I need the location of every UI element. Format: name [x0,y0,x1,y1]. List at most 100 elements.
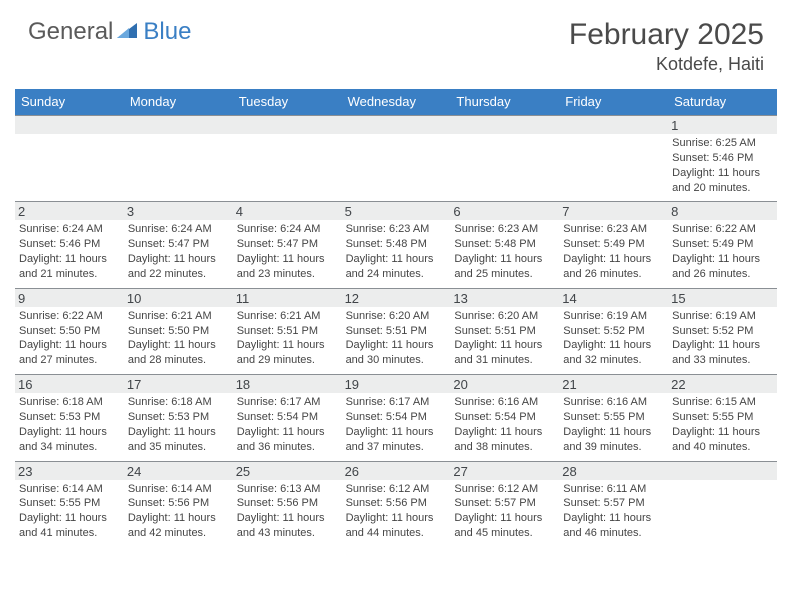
day-details: Sunrise: 6:17 AMSunset: 5:54 PMDaylight:… [237,395,338,454]
daylight-text: Daylight: 11 hours and 35 minutes. [128,425,227,455]
day-cell: 6Sunrise: 6:23 AMSunset: 5:48 PMDaylight… [450,201,559,287]
day-details: Sunrise: 6:23 AMSunset: 5:49 PMDaylight:… [563,222,664,281]
sunrise-text: Sunrise: 6:16 AM [563,395,662,410]
week-row: 2Sunrise: 6:24 AMSunset: 5:46 PMDaylight… [15,201,777,287]
sunset-text: Sunset: 5:57 PM [563,496,662,511]
sunrise-text: Sunrise: 6:17 AM [346,395,445,410]
day-details: Sunrise: 6:14 AMSunset: 5:55 PMDaylight:… [19,482,120,541]
daylight-text: Daylight: 11 hours and 39 minutes. [563,425,662,455]
day-number: 20 [450,374,559,393]
day-cell: 25Sunrise: 6:13 AMSunset: 5:56 PMDayligh… [233,461,342,547]
sunrise-text: Sunrise: 6:19 AM [563,309,662,324]
sunrise-text: Sunrise: 6:18 AM [128,395,227,410]
day-cell: 17Sunrise: 6:18 AMSunset: 5:53 PMDayligh… [124,374,233,460]
sunset-text: Sunset: 5:51 PM [237,324,336,339]
day-number [342,115,451,134]
week-row: 23Sunrise: 6:14 AMSunset: 5:55 PMDayligh… [15,461,777,547]
sunrise-text: Sunrise: 6:17 AM [237,395,336,410]
day-cell: 1 Sunrise: 6:25 AMSunset: 5:46 PMDaylight… [668,115,777,201]
day-number [124,115,233,134]
daylight-text: Daylight: 11 hours and 23 minutes. [237,252,336,282]
day-number: 24 [124,461,233,480]
daylight-text: Daylight: 11 hours and 30 minutes. [346,338,445,368]
weekday-header: Wednesday [342,89,451,115]
sunrise-text: Sunrise: 6:11 AM [563,482,662,497]
day-number: 14 [559,288,668,307]
sunset-text: Sunset: 5:54 PM [346,410,445,425]
sunset-text: Sunset: 5:54 PM [454,410,553,425]
daylight-text: Daylight: 11 hours and 37 minutes. [346,425,445,455]
sunset-text: Sunset: 5:52 PM [672,324,771,339]
day-details: Sunrise: 6:23 AMSunset: 5:48 PMDaylight:… [454,222,555,281]
day-number: 4 [233,201,342,220]
week-row: 9Sunrise: 6:22 AMSunset: 5:50 PMDaylight… [15,288,777,374]
day-number [559,115,668,134]
day-details: Sunrise: 6:25 AMSunset: 5:46 PMDaylight:… [672,136,773,195]
weekday-header: Friday [559,89,668,115]
day-cell [124,115,233,201]
daylight-text: Daylight: 11 hours and 26 minutes. [563,252,662,282]
day-cell: 4 Sunrise: 6:24 AMSunset: 5:47 PMDaylight… [233,201,342,287]
day-number: 26 [342,461,451,480]
sunrise-text: Sunrise: 6:25 AM [672,136,771,151]
sunset-text: Sunset: 5:57 PM [454,496,553,511]
day-details: Sunrise: 6:20 AMSunset: 5:51 PMDaylight:… [454,309,555,368]
sunrise-text: Sunrise: 6:22 AM [19,309,118,324]
day-cell [668,461,777,547]
day-details: Sunrise: 6:24 AMSunset: 5:47 PMDaylight:… [237,222,338,281]
daylight-text: Daylight: 11 hours and 25 minutes. [454,252,553,282]
sunrise-text: Sunrise: 6:16 AM [454,395,553,410]
month-title: February 2025 [569,18,764,52]
sunset-text: Sunset: 5:53 PM [19,410,118,425]
day-details: Sunrise: 6:12 AMSunset: 5:56 PMDaylight:… [346,482,447,541]
day-cell: 28Sunrise: 6:11 AMSunset: 5:57 PMDayligh… [559,461,668,547]
day-number [668,461,777,480]
day-details: Sunrise: 6:24 AMSunset: 5:47 PMDaylight:… [128,222,229,281]
day-number: 19 [342,374,451,393]
day-number: 7 [559,201,668,220]
day-details: Sunrise: 6:20 AMSunset: 5:51 PMDaylight:… [346,309,447,368]
sunrise-text: Sunrise: 6:24 AM [237,222,336,237]
sunrise-text: Sunrise: 6:23 AM [346,222,445,237]
day-number [15,115,124,134]
day-cell [450,115,559,201]
day-cell: 19 Sunrise: 6:17 AMSunset: 5:54 PMDayligh… [342,374,451,460]
day-number [450,115,559,134]
sunrise-text: Sunrise: 6:15 AM [672,395,771,410]
day-cell: 5Sunrise: 6:23 AMSunset: 5:48 PMDaylight… [342,201,451,287]
sunrise-text: Sunrise: 6:12 AM [346,482,445,497]
day-cell: 24Sunrise: 6:14 AMSunset: 5:56 PMDayligh… [124,461,233,547]
day-number: 15 [668,288,777,307]
day-cell: 8Sunrise: 6:22 AMSunset: 5:49 PMDaylight… [668,201,777,287]
sunrise-text: Sunrise: 6:23 AM [563,222,662,237]
day-cell [559,115,668,201]
day-cell [342,115,451,201]
sunset-text: Sunset: 5:46 PM [672,151,771,166]
sunrise-text: Sunrise: 6:12 AM [454,482,553,497]
day-cell: 7 Sunrise: 6:23 AMSunset: 5:49 PMDaylight… [559,201,668,287]
daylight-text: Daylight: 11 hours and 20 minutes. [672,166,771,196]
day-details: Sunrise: 6:22 AMSunset: 5:49 PMDaylight:… [672,222,773,281]
sunrise-text: Sunrise: 6:18 AM [19,395,118,410]
day-cell: 27Sunrise: 6:12 AMSunset: 5:57 PMDayligh… [450,461,559,547]
sunrise-text: Sunrise: 6:24 AM [19,222,118,237]
daylight-text: Daylight: 11 hours and 38 minutes. [454,425,553,455]
day-details: Sunrise: 6:18 AMSunset: 5:53 PMDaylight:… [128,395,229,454]
day-number: 12 [342,288,451,307]
day-number: 21 [559,374,668,393]
day-cell: 22Sunrise: 6:15 AMSunset: 5:55 PMDayligh… [668,374,777,460]
day-number: 1 [668,115,777,134]
daylight-text: Daylight: 11 hours and 24 minutes. [346,252,445,282]
daylight-text: Daylight: 11 hours and 32 minutes. [563,338,662,368]
day-details: Sunrise: 6:22 AMSunset: 5:50 PMDaylight:… [19,309,120,368]
daylight-text: Daylight: 11 hours and 22 minutes. [128,252,227,282]
day-details: Sunrise: 6:19 AMSunset: 5:52 PMDaylight:… [672,309,773,368]
sunrise-text: Sunrise: 6:24 AM [128,222,227,237]
sunset-text: Sunset: 5:49 PM [563,237,662,252]
sunset-text: Sunset: 5:56 PM [237,496,336,511]
day-details: Sunrise: 6:17 AMSunset: 5:54 PMDaylight:… [346,395,447,454]
sunrise-text: Sunrise: 6:22 AM [672,222,771,237]
day-details: Sunrise: 6:21 AMSunset: 5:51 PMDaylight:… [237,309,338,368]
daylight-text: Daylight: 11 hours and 45 minutes. [454,511,553,541]
sunset-text: Sunset: 5:56 PM [346,496,445,511]
